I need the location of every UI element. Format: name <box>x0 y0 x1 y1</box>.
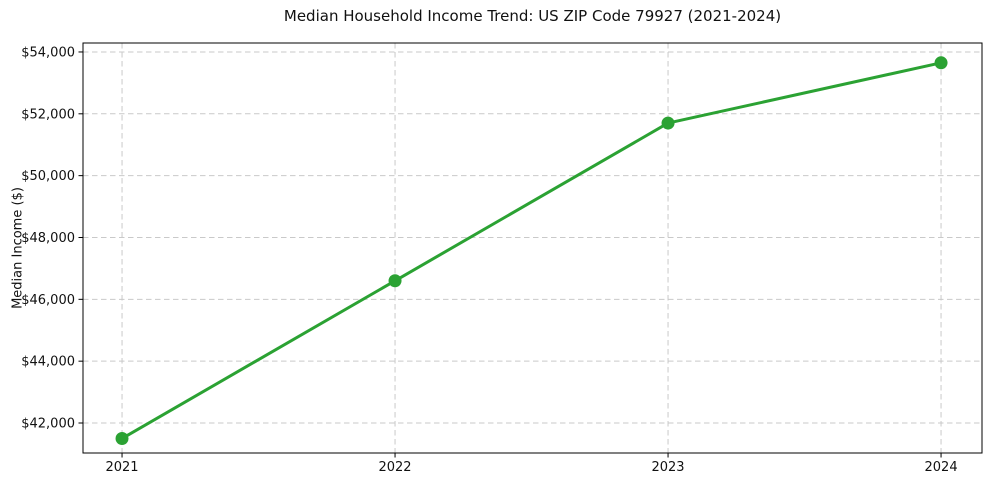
x-tick-label: 2023 <box>651 460 684 475</box>
trend-line <box>120 61 943 440</box>
data-point-2021 <box>115 431 129 445</box>
data-point-2023 <box>661 116 675 130</box>
y-tick-label: $50,000 <box>21 169 75 184</box>
y-tick-label: $54,000 <box>21 45 75 60</box>
y-tick-label: $52,000 <box>21 107 75 122</box>
y-tick-label: $42,000 <box>21 417 75 432</box>
axes-frame <box>82 42 983 454</box>
data-point-2022 <box>388 274 402 288</box>
x-tick-label: 2024 <box>925 460 958 475</box>
y-tick-label: $44,000 <box>21 355 75 370</box>
y-axis-label: Median Income ($) <box>10 187 26 309</box>
chart-title: Median Household Income Trend: US ZIP Co… <box>283 7 782 25</box>
y-tick-label: $48,000 <box>21 231 75 246</box>
data-point-2024 <box>934 56 948 70</box>
y-tick-label: $46,000 <box>21 293 75 308</box>
x-tick-label: 2022 <box>378 460 411 475</box>
x-tick-label: 2021 <box>105 460 138 475</box>
